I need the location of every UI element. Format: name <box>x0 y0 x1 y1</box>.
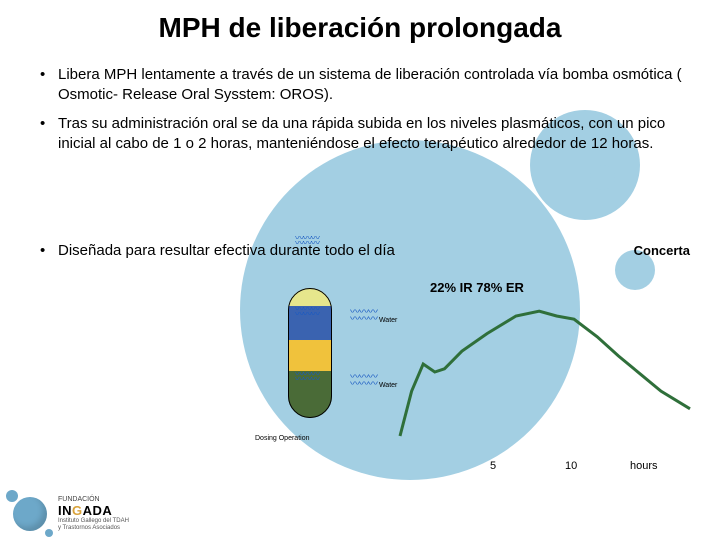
water-wave-icon: 〰〰〰〰〰〰 <box>350 372 377 390</box>
ingada-logo: FUNDACIÓN INGADA Instituto Gallego del T… <box>8 492 129 536</box>
chart-svg <box>400 292 690 452</box>
x-axis-hours-label: hours <box>630 460 658 472</box>
logo-sub1: Instituto Gallego del TDAH <box>58 518 129 525</box>
x-tick-5: 5 <box>490 460 496 472</box>
logo-name: INGADA <box>58 504 129 518</box>
bullet-item: Diseñada para resultar efectiva durante … <box>40 242 395 259</box>
water-wave-icon: 〰〰〰〰〰〰 <box>350 307 377 325</box>
concentration-chart: 5 10 hours <box>400 292 690 452</box>
capsule-segment-yellow <box>288 340 332 371</box>
logo-text: FUNDACIÓN INGADA Instituto Gallego del T… <box>58 496 129 531</box>
concerta-label: Concerta <box>634 243 690 258</box>
water-label-text: Water <box>379 317 397 324</box>
water-wave-icon: 〰〰〰〰〰〰 <box>295 372 319 382</box>
water-wave-icon: 〰〰〰〰〰〰 <box>295 307 319 317</box>
bullet-list: Libera MPH lentamente a través de un sis… <box>40 65 690 162</box>
bullet-item: Libera MPH lentamente a través de un sis… <box>40 65 690 106</box>
x-tick-10: 10 <box>565 460 577 472</box>
dosing-label: Dosing Operation <box>255 435 309 442</box>
logo-sub2: y Trastornos Asociados <box>58 525 129 532</box>
page-title: MPH de liberación prolongada <box>0 12 720 44</box>
chart-line <box>400 311 690 436</box>
ir-er-label: 22% IR 78% ER <box>430 280 524 295</box>
bullet-item: Tras su administración oral se da una rá… <box>40 114 690 155</box>
capsule-water-label: 〰〰〰〰〰〰 Water <box>350 375 397 389</box>
water-wave-icon: 〰〰〰〰〰〰 <box>295 236 319 246</box>
bullet3-row: Diseñada para resultar efectiva durante … <box>40 242 690 259</box>
capsule-water-label: 〰〰〰〰〰〰 Water <box>350 310 397 324</box>
logo-molecule-icon <box>8 492 52 536</box>
water-label-text: Water <box>379 382 397 389</box>
background-dot <box>590 165 615 190</box>
